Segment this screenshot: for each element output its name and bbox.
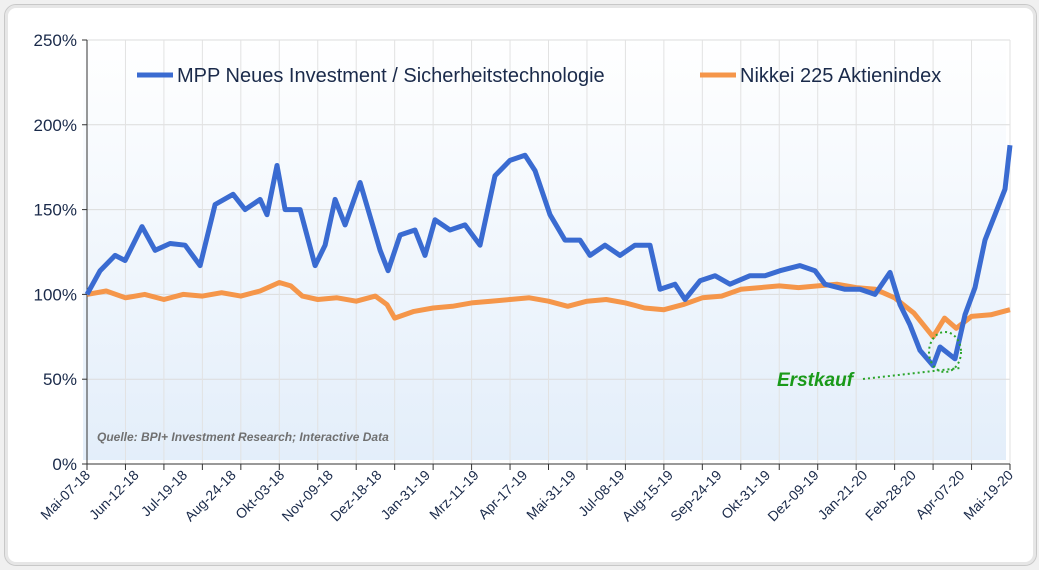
x-tick-label: Mai-31-19: [523, 467, 579, 523]
x-tick-label: Mai-07-18: [37, 467, 93, 523]
series-line-nikkei: [86, 280, 1011, 340]
annotation-erstkauf: Erstkauf: [777, 370, 855, 391]
x-tick-label: Jan-31-19: [377, 467, 433, 523]
source-note: Quelle: BPI+ Investment Research; Intera…: [97, 430, 389, 444]
x-tick-label: Jun-12-18: [86, 467, 142, 523]
x-tick-label: Dez-09-19: [764, 467, 822, 525]
y-tick-label: 250%: [34, 31, 77, 50]
y-tick-label: 150%: [34, 201, 77, 220]
y-tick-label: 200%: [34, 116, 77, 135]
legend: MPP Neues Investment / Sicherheitstechno…: [137, 65, 941, 87]
x-tick-label: Aug-15-19: [619, 467, 677, 525]
x-tick-label: Feb-28-20: [862, 467, 919, 524]
x-tick-label: Aug-24-18: [181, 467, 239, 525]
annotation-ellipse: [928, 331, 962, 373]
x-tick-label: Apr-17-19: [475, 467, 530, 522]
chart-frame: 0% 50% 100% 150% 200% 250% Mai-07-18 Jun-12-18 J…: [4, 4, 1037, 566]
x-tick-label: Mrz-11-19: [426, 467, 482, 523]
legend-label-nikkei: Nikkei 225 Aktienindex: [740, 65, 941, 87]
x-tick-label: Dez-18-18: [327, 467, 385, 525]
plot-area: [83, 36, 1006, 460]
legend-label-mpp: MPP Neues Investment / Sicherheitstechno…: [177, 65, 605, 87]
y-tick-label: 50%: [43, 370, 77, 389]
x-tick-label: Sep-24-19: [667, 467, 725, 525]
x-tick-label: Mai-19-20: [960, 467, 1016, 523]
x-tick-label: Jan-21-20: [814, 467, 870, 523]
y-tick-label: 100%: [34, 285, 77, 304]
erstkauf-annotation: Erstkauf: [777, 331, 962, 391]
series-line-mpp: [84, 144, 1013, 369]
y-tick-label: 0%: [52, 455, 77, 474]
annotation-leader-line: [862, 367, 961, 380]
x-tick-label: Nov-09-18: [278, 467, 336, 525]
x-tick-label: Apr-07-20: [912, 467, 967, 522]
